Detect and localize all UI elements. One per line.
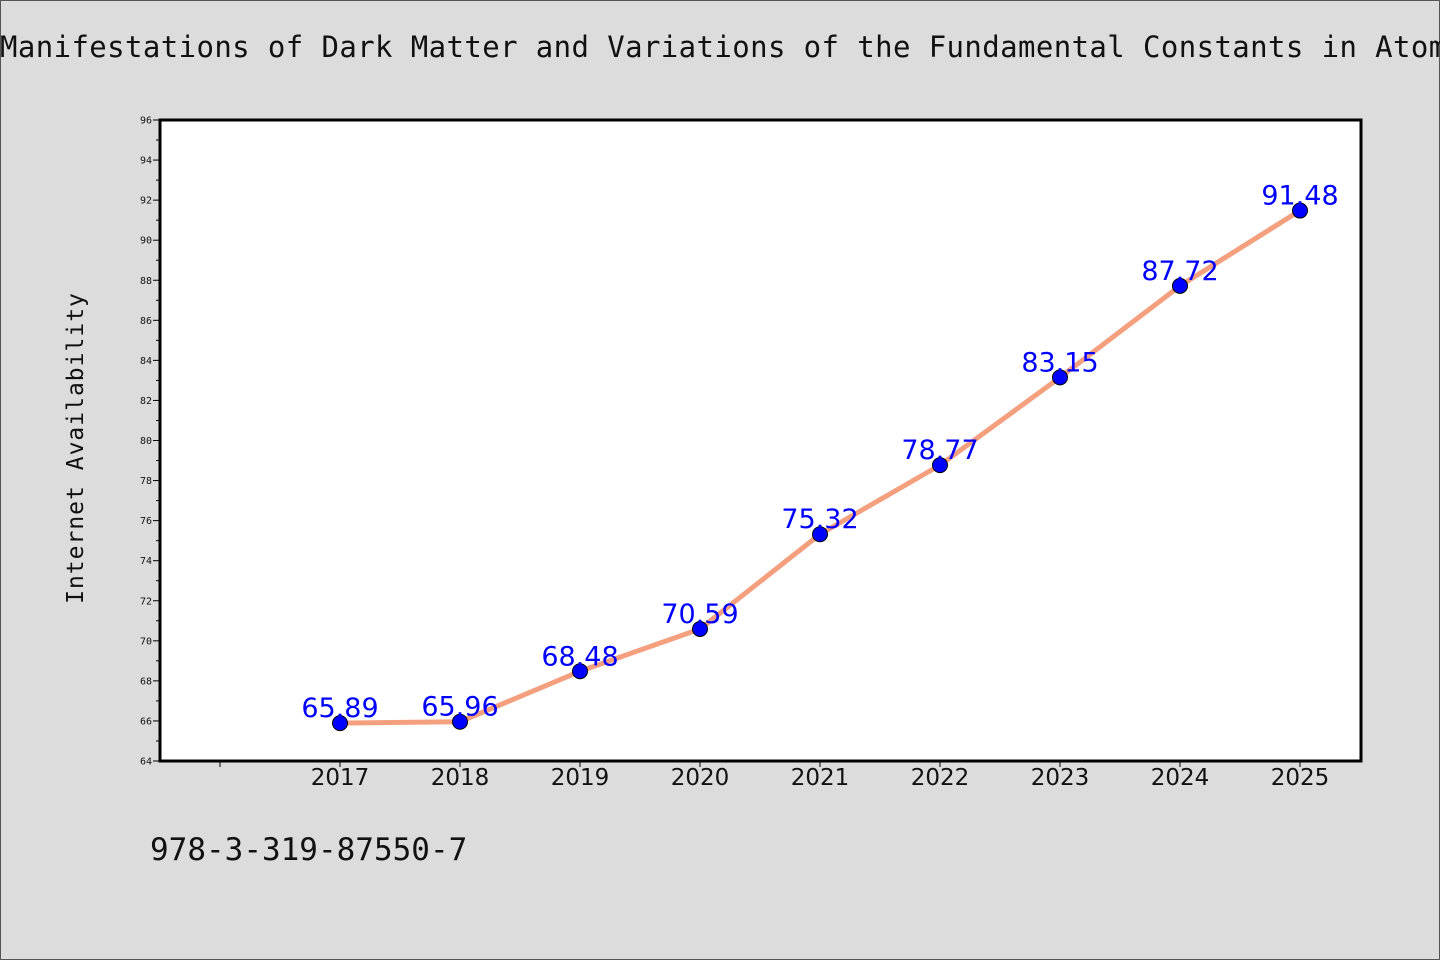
data-point-2024 (1172, 277, 1188, 294)
x-tick-label-2025: 2025 (1271, 765, 1330, 791)
y-tick-label: 78 (140, 476, 152, 487)
data-label-2024: 87.72 (1141, 256, 1218, 287)
series-markers (332, 202, 1308, 732)
x-tick-label-2017: 2017 (311, 765, 370, 791)
data-labels: 65.89 65.96 68.48 70.59 75.32 78.77 83.15 87.72… (301, 181, 1338, 725)
y-tick-label: 84 (140, 356, 152, 367)
y-tick-label: 92 (140, 196, 152, 207)
x-tick-label-2021: 2021 (791, 765, 850, 791)
data-label-2022: 78.77 (901, 435, 978, 466)
data-point-2020 (692, 620, 708, 637)
y-tick-label: 86 (140, 316, 152, 327)
x-tick-label-2023: 2023 (1031, 765, 1090, 791)
data-point-2022 (932, 457, 948, 474)
data-point-2017 (332, 715, 348, 732)
data-label-2021: 75.32 (781, 504, 858, 535)
y-axis-ticks: 64 66 68 70 72 74 76 78 80 82 84 86 88 90 92 94 96 (140, 116, 160, 768)
x-tick-label-2018: 2018 (431, 765, 490, 791)
x-tick-label-2022: 2022 (911, 765, 970, 791)
y-tick-label: 88 (140, 276, 152, 287)
y-tick-label: 66 (140, 716, 152, 727)
data-point-2025 (1292, 202, 1308, 219)
data-point-2021 (812, 526, 828, 543)
y-tick-label: 72 (140, 596, 152, 607)
y-tick-label: 68 (140, 676, 152, 687)
data-label-2023: 83.15 (1021, 347, 1098, 378)
y-tick-label: 96 (140, 116, 152, 127)
isbn-text: 978-3-319-87550-7 (150, 832, 468, 868)
data-label-2017: 65.89 (301, 693, 378, 724)
data-label-2018: 65.96 (421, 692, 498, 723)
x-tick-label-2020: 2020 (671, 765, 730, 791)
y-tick-label: 94 (140, 156, 152, 167)
x-tick-label-2024: 2024 (1151, 765, 1210, 791)
chart-title: Manifestations of Dark Matter and Variat… (0, 30, 1440, 64)
y-tick-label: 76 (140, 516, 152, 527)
data-point-2023 (1052, 369, 1068, 386)
y-tick-label: 80 (140, 436, 152, 447)
data-point-2018 (452, 713, 468, 730)
y-tick-label: 90 (140, 236, 152, 247)
data-label-2020: 70.59 (661, 599, 738, 630)
y-tick-label: 74 (140, 556, 152, 567)
y-tick-label: 64 (140, 757, 152, 768)
data-point-2019 (572, 663, 588, 680)
plot-area (158, 118, 1363, 763)
data-label-2025: 91.48 (1261, 181, 1338, 212)
y-tick-label: 70 (140, 636, 152, 647)
y-tick-label: 82 (140, 396, 152, 407)
x-tick-label-2019: 2019 (551, 765, 610, 791)
data-label-2019: 68.48 (541, 641, 618, 672)
x-axis-ticks: 2017 2018 2019 2020 2021 2022 2023 2024 2025 (219, 761, 1330, 791)
